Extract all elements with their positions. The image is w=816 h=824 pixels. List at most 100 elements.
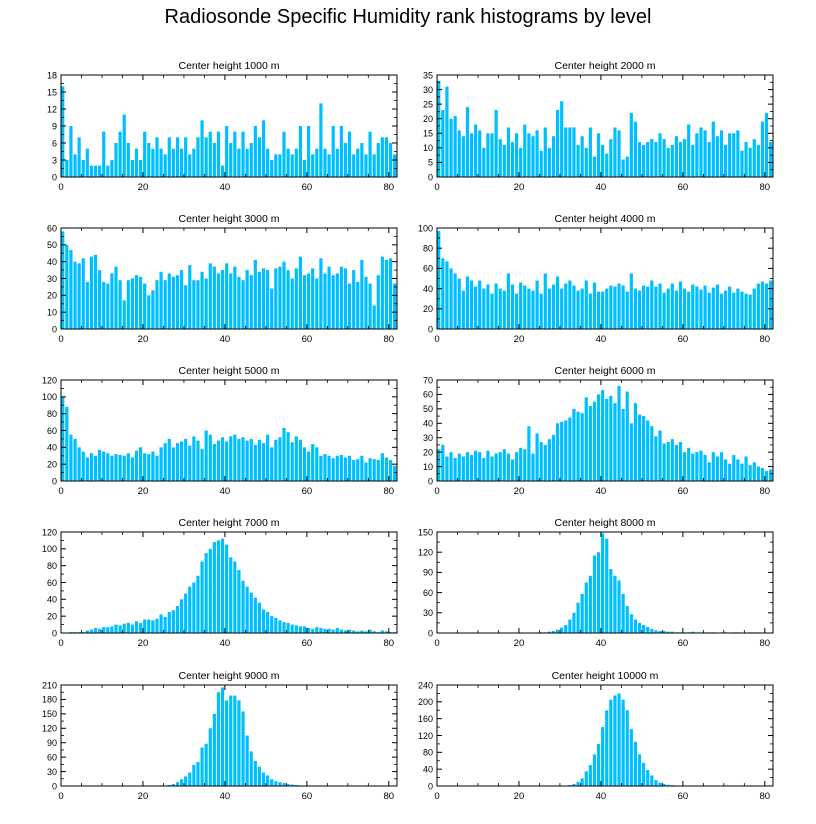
panel-6-bar	[572, 408, 576, 481]
panel-2-xtick-label: 60	[678, 182, 689, 193]
panel-6-bar	[687, 447, 691, 481]
panel-3-bar	[352, 270, 356, 329]
panel-1-bar	[110, 160, 114, 177]
panel-6-ytick-label: 40	[423, 419, 433, 429]
panel-6-ytick-label: 60	[423, 390, 433, 400]
panel-7-bar	[253, 597, 257, 633]
panel-3-bar	[208, 263, 212, 329]
panel-10-bar	[601, 727, 605, 786]
panel-3-bar	[106, 283, 110, 329]
panel-6-bar	[732, 455, 736, 481]
panel-3-bar	[200, 271, 204, 329]
panel-7-bar	[278, 620, 282, 633]
panel-2-bar	[658, 133, 662, 177]
panel-3-bar	[286, 270, 290, 329]
panel-4-bar	[510, 284, 515, 329]
panel-9-ytick-label: 150	[42, 709, 57, 719]
panel-3-bar	[311, 268, 315, 329]
panel-6-ytick-label: 30	[423, 433, 433, 443]
panel-4-bar	[744, 293, 748, 329]
panel-1-bar	[196, 137, 200, 177]
panel-4-bar	[687, 291, 691, 329]
panel-1-bar	[270, 160, 274, 177]
panel-4-ytick-label: 40	[423, 284, 433, 294]
panel-10-bar	[633, 741, 638, 786]
panel-4-bar	[764, 283, 769, 329]
panel-3-bar	[360, 259, 364, 329]
panel-4-ytick-label: 60	[423, 264, 433, 274]
panel-1-bar	[147, 143, 151, 177]
panel-3-bar	[278, 266, 282, 329]
panel-10-bar	[588, 764, 592, 786]
panel-4-bar	[629, 273, 633, 329]
panel-3-bar	[155, 280, 159, 329]
panel-1-bar	[118, 131, 122, 177]
panel-7-bar	[290, 624, 294, 633]
panel-4-bar	[699, 289, 703, 329]
panel-7-bar	[147, 619, 151, 633]
panel-9-ytick-label: 180	[42, 695, 57, 705]
panel-10-ytick-label: 160	[418, 714, 433, 724]
panel-4-bar	[539, 293, 543, 329]
panel-8-bar	[576, 602, 580, 633]
panel-2-bar	[642, 144, 646, 177]
panel-3-bar	[368, 283, 372, 329]
panel-4-bar	[523, 285, 527, 329]
panel-10-ytick-label: 0	[428, 781, 433, 791]
panel-3-bar	[212, 266, 216, 329]
panel-3-xtick-label: 0	[58, 334, 63, 345]
panel-1-bar	[372, 154, 376, 177]
panel-2-bar	[695, 133, 699, 177]
panel-5-bar	[171, 447, 175, 481]
panel-6-bar	[601, 390, 605, 481]
panel-9-ytick-label: 210	[42, 680, 57, 690]
panel-9-bar	[257, 766, 262, 786]
panel-10-title: Center height 10000 m	[552, 670, 659, 682]
panel-7-bar	[384, 631, 389, 633]
panel-7-bar	[380, 630, 384, 633]
panel-8-title: Center height 8000 m	[555, 517, 656, 529]
panel-8-bar	[564, 624, 568, 633]
panel-10-bar	[662, 783, 666, 786]
panel-4-xtick-label: 0	[434, 334, 439, 345]
panel-6-bar	[568, 417, 572, 481]
panel-2-bar	[523, 124, 527, 177]
panel-7-bar	[225, 544, 229, 633]
panel-3-bar	[261, 268, 266, 329]
panel-8-bar	[555, 629, 560, 633]
panel-5-bar	[241, 437, 245, 481]
panel-4-bar	[506, 273, 511, 329]
panel-3-bar	[196, 280, 200, 329]
panel-10-xtick-label: 80	[760, 791, 771, 802]
panel-7-bar	[327, 628, 331, 633]
panel-7-xtick-label: 80	[384, 638, 395, 649]
panel-10-ytick-label: 200	[418, 697, 433, 707]
panel-3-ytick-label: 60	[47, 223, 57, 233]
panel-8-bar	[592, 555, 597, 633]
panel-3-bar	[393, 283, 397, 329]
panel-7-bar	[286, 622, 290, 633]
panel-3-bar	[65, 244, 69, 329]
panel-7-bar	[175, 606, 180, 633]
panel-2-bar	[678, 142, 683, 177]
panel-8-ytick-label: 90	[423, 568, 433, 578]
panel-6-bar	[646, 420, 650, 481]
panel-1-title: Center height 1000 m	[179, 60, 280, 72]
panel-3-bar	[175, 275, 180, 329]
panel-1-bar	[139, 160, 143, 177]
panel-1-bar	[89, 165, 94, 177]
panel-1-bar	[380, 137, 384, 177]
panel-4-bar	[719, 293, 724, 329]
panel-7-bar	[106, 627, 110, 633]
panel-10-bar	[605, 710, 609, 786]
panel-5-bar	[204, 430, 208, 481]
panel-9-bar	[212, 713, 216, 786]
panel-3-bar	[356, 281, 360, 329]
panel-1-bar	[241, 131, 245, 177]
panel-3-xtick-label: 40	[220, 334, 231, 345]
panel-3-bar	[159, 271, 163, 329]
panel-6-bar	[609, 395, 613, 481]
panel-1-bar	[134, 148, 139, 177]
panel-8-bar	[609, 569, 613, 633]
panel-1-bar	[212, 143, 216, 177]
